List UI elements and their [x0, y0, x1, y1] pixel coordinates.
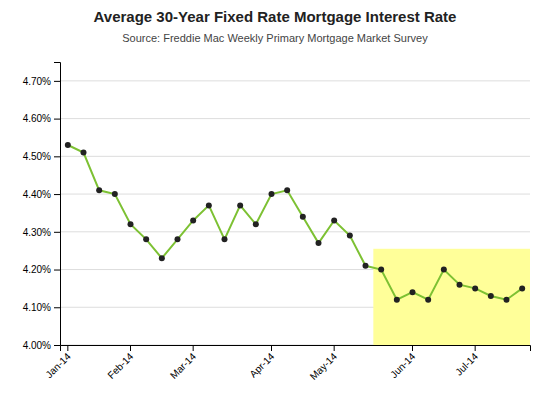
grid-line	[60, 156, 530, 157]
x-tick: Apr-14	[247, 345, 276, 380]
point	[81, 150, 87, 156]
y-tick-mark	[54, 194, 60, 195]
y-tick-label: 4.60%	[23, 113, 51, 124]
point	[284, 187, 290, 193]
y-tick-label: 4.20%	[23, 264, 51, 275]
chart: Average 30-Year Fixed Rate Mortgage Inte…	[0, 0, 550, 400]
y-tick: 4.70%	[23, 76, 60, 87]
point	[378, 267, 384, 273]
x-tick-label: Apr-14	[247, 350, 276, 379]
x-tick-label: Jul-14	[453, 350, 480, 377]
highlight	[373, 249, 530, 345]
x-tick-label: May-14	[308, 350, 340, 382]
y-tick: 4.60%	[23, 113, 60, 124]
point	[519, 285, 525, 291]
point	[488, 293, 494, 299]
x-tick-mark	[412, 345, 413, 351]
x-tick-mark	[334, 345, 335, 351]
point	[316, 240, 322, 246]
x-tick-mark	[475, 345, 476, 351]
point	[363, 263, 369, 269]
y-tick-mark	[54, 345, 60, 346]
y-tick-mark	[54, 81, 60, 82]
x-tick-mark	[193, 345, 194, 351]
point	[394, 297, 400, 303]
point	[441, 267, 447, 273]
x-tick-mark	[130, 345, 131, 351]
point	[175, 236, 181, 242]
point	[143, 236, 149, 242]
point	[222, 236, 228, 242]
x-tick: Jun-14	[388, 345, 418, 380]
y-tick-mark	[54, 119, 60, 120]
y-tick-label: 4.00%	[23, 340, 51, 351]
x-tick-mark	[271, 345, 272, 351]
point	[128, 221, 134, 227]
point	[237, 202, 243, 208]
grid-line	[60, 194, 530, 195]
grid	[60, 81, 530, 345]
grid-line	[60, 118, 530, 119]
y-tick-mark	[54, 270, 60, 271]
y-tick: 4.50%	[23, 151, 60, 162]
y-tick-label: 4.30%	[23, 227, 51, 238]
point	[112, 191, 118, 197]
y-tick: 4.20%	[23, 264, 60, 275]
y-axis: 4.00% 4.10% 4.20% 4.30% 4.40% 4.50% 4.60% 4.70%	[23, 63, 61, 351]
x-axis-line	[61, 346, 531, 352]
y-tick: 4.40%	[23, 189, 60, 200]
marks	[65, 142, 530, 345]
x-tick-label: Mar-14	[168, 350, 198, 380]
grid-line	[60, 80, 530, 81]
y-tick: 4.10%	[23, 302, 60, 313]
line	[68, 145, 522, 300]
x-tick: Jul-14	[453, 345, 480, 378]
x-tick-label: Jun-14	[388, 350, 418, 380]
point	[504, 297, 510, 303]
y-tick: 4.00%	[23, 340, 60, 351]
point	[253, 221, 259, 227]
y-axis-line	[54, 63, 61, 346]
point	[190, 217, 196, 223]
x-axis: Jan-14 Feb-14 Mar-14 Apr-14 May-14 Jun-14 Jul-…	[43, 345, 530, 382]
point	[425, 297, 431, 303]
x-tick: Mar-14	[168, 345, 198, 381]
y-tick-label: 4.70%	[23, 76, 51, 87]
grid-line	[60, 231, 530, 232]
y-tick-mark	[54, 307, 60, 308]
x-tick: Feb-14	[105, 345, 135, 381]
subtitle: Source: Freddie Mac Weekly Primary Mortg…	[122, 32, 428, 44]
y-tick-label: 4.40%	[23, 189, 51, 200]
point	[410, 289, 416, 295]
x-tick-mark	[67, 345, 68, 351]
x-tick: May-14	[308, 345, 340, 382]
point	[347, 233, 353, 239]
y-tick-label: 4.50%	[23, 151, 51, 162]
x-tick-label: Jan-14	[43, 350, 73, 380]
title: Average 30-Year Fixed Rate Mortgage Inte…	[94, 8, 457, 25]
y-tick-mark	[54, 232, 60, 233]
point	[331, 217, 337, 223]
point	[96, 187, 102, 193]
x-tick-label: Feb-14	[105, 350, 135, 380]
point	[206, 202, 212, 208]
point	[457, 282, 463, 288]
point	[159, 255, 165, 261]
y-tick: 4.30%	[23, 227, 60, 238]
point	[300, 214, 306, 220]
point	[472, 285, 478, 291]
plot-area: Jan-14 Feb-14 Mar-14 Apr-14 May-14 Jun-14 Jul-…	[23, 63, 531, 383]
y-tick-label: 4.10%	[23, 302, 51, 313]
y-tick-mark	[54, 156, 60, 157]
point	[269, 191, 275, 197]
point	[65, 142, 71, 148]
